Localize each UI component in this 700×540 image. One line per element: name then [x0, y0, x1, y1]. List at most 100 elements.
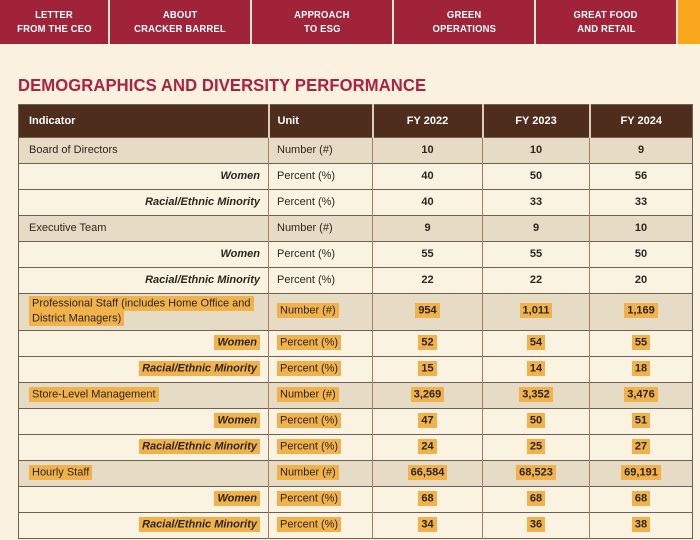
fy-value-cell-fy-2022-text: 24 [418, 438, 437, 454]
column-header-fy-2024: FY 2024 [588, 104, 693, 138]
fy-value-cell-fy-2022: 24 [372, 433, 483, 461]
fy-value-cell-fy-2024: 18 [589, 355, 693, 383]
indicator-cell-text: Racial/Ethnic Minority [139, 438, 260, 454]
fy-value-cell-fy-2023: 50 [482, 407, 590, 435]
fy-value-cell-fy-2024-text: 51 [631, 412, 651, 428]
fy-value-cell-fy-2022: 10 [372, 137, 483, 164]
indicator-cell-text: Racial/Ethnic Minority [145, 195, 260, 208]
fy-value-cell-fy-2023: 55 [482, 241, 590, 268]
fy-value-cell-fy-2024: 51 [589, 407, 693, 435]
nav-tab-letter-from-the-ceo[interactable]: LETTER FROM THE CEO [0, 0, 108, 44]
fy-value-cell-fy-2022: 68 [372, 485, 483, 513]
nav-bar: LETTER FROM THE CEO ABOUT CRACKER BARREL APP… [0, 0, 700, 44]
fy-value-cell-fy-2022-text: 40 [421, 169, 434, 182]
unit-cell-text: Number (#) [277, 143, 333, 156]
fy-value-cell-fy-2023-text: 22 [529, 273, 543, 286]
nav-tab-green-operations[interactable]: GREEN OPERATIONS [394, 0, 534, 44]
fy-value-cell-fy-2023-text: 33 [529, 195, 543, 208]
unit-cell: Percent (%) [268, 511, 373, 539]
fy-value-cell-fy-2022-text: 47 [418, 412, 437, 428]
nav-tab-approach-to-esg[interactable]: APPROACH TO ESG [252, 0, 392, 44]
fy-value-cell-fy-2023: 25 [482, 433, 590, 461]
fy-value-cell-fy-2022-text: 22 [421, 273, 434, 286]
indicator-cell-text: Racial/Ethnic Minority [145, 273, 260, 286]
fy-value-cell-fy-2022: 954 [372, 293, 483, 331]
table-body: Board of Directors Number (#) 10 10 9 Women Pe… [18, 137, 693, 539]
indicator-cell: Hourly Staff [18, 459, 269, 487]
indicator-cell-text: Women [214, 412, 260, 428]
unit-cell: Percent (%) [268, 433, 373, 461]
unit-cell: Number (#) [268, 137, 373, 164]
nav-tab-label: ABOUT [162, 8, 198, 21]
fy-value-cell-fy-2024: 1,169 [589, 293, 693, 331]
unit-cell: Percent (%) [268, 267, 373, 294]
nav-tab-next-section-accent[interactable] [678, 0, 700, 44]
table-row: Executive Team Number (#) 9 9 10 [18, 215, 693, 242]
fy-value-cell-fy-2022-text: 40 [421, 195, 434, 208]
indicator-cell: Store-Level Management [18, 381, 269, 409]
unit-cell: Percent (%) [268, 329, 373, 357]
fy-value-cell-fy-2024-text: 69,191 [621, 464, 661, 480]
table-row: Board of Directors Number (#) 10 10 9 [18, 137, 693, 164]
fy-value-cell-fy-2024: 33 [589, 189, 693, 216]
table-row: Women Percent (%) 47 50 51 [18, 407, 693, 435]
fy-value-cell-fy-2022: 9 [372, 215, 483, 242]
unit-cell: Percent (%) [268, 163, 373, 190]
fy-value-cell-fy-2022: 3,269 [372, 381, 483, 409]
unit-cell: Percent (%) [268, 189, 373, 216]
fy-value-cell-fy-2022: 55 [372, 241, 483, 268]
fy-value-cell-fy-2024-text: 1,169 [624, 303, 658, 319]
indicator-cell-text: Hourly Staff [29, 464, 93, 480]
unit-cell-text: Percent (%) [277, 516, 342, 532]
nav-tab-label: CRACKER BARREL [134, 23, 226, 35]
unit-cell-text: Percent (%) [277, 195, 336, 208]
fy-value-cell-fy-2024: 38 [589, 511, 693, 539]
unit-cell-text: Percent (%) [277, 360, 342, 376]
fy-value-cell-fy-2022-text: 9 [424, 221, 431, 234]
fy-value-cell-fy-2023-text: 68,523 [516, 464, 556, 480]
unit-cell-text: Number (#) [277, 221, 333, 234]
nav-tab-label: FROM THE CEO [16, 23, 92, 35]
column-header-fy-2023: FY 2023 [481, 104, 590, 138]
unit-cell-text: Number (#) [277, 464, 339, 480]
fy-value-cell-fy-2022: 15 [372, 355, 483, 383]
table-row: Racial/Ethnic Minority Percent (%) 15 14 18 [18, 355, 693, 383]
unit-cell-text: Percent (%) [277, 412, 342, 428]
unit-cell: Percent (%) [268, 407, 373, 435]
nav-tab-great-food-and-retail[interactable]: GREAT FOOD AND RETAIL [536, 0, 676, 44]
page-title: DEMOGRAPHICS AND DIVERSITY PERFORMANCE [18, 75, 427, 95]
table-header: Indicator Unit FY 2022 FY 2023 FY 2024 [18, 104, 693, 138]
table-row: Racial/Ethnic Minority Percent (%) 22 22 20 [18, 267, 693, 294]
fy-value-cell-fy-2022-text: 34 [418, 516, 437, 532]
fy-value-cell-fy-2024: 55 [589, 329, 693, 357]
unit-cell: Percent (%) [268, 485, 373, 513]
fy-value-cell-fy-2022: 22 [372, 267, 483, 294]
fy-value-cell-fy-2023-text: 25 [526, 438, 546, 454]
table-row: Women Percent (%) 68 68 68 [18, 485, 693, 513]
fy-value-cell-fy-2023: 54 [482, 329, 590, 357]
fy-value-cell-fy-2024: 69,191 [589, 459, 693, 487]
fy-value-cell-fy-2024-text: 56 [634, 169, 648, 182]
table-header-row: Indicator Unit FY 2022 FY 2023 FY 2024 [18, 104, 693, 138]
fy-value-cell-fy-2024-text: 50 [634, 247, 648, 260]
fy-value-cell-fy-2024: 50 [589, 241, 693, 268]
fy-value-cell-fy-2022: 47 [372, 407, 483, 435]
indicator-cell: Racial/Ethnic Minority [18, 267, 269, 294]
nav-tab-label: GREAT FOOD [573, 8, 639, 21]
fy-value-cell-fy-2023: 33 [482, 189, 590, 216]
unit-cell-text: Percent (%) [277, 273, 336, 286]
fy-value-cell-fy-2023-text: 10 [529, 143, 543, 156]
unit-cell-text: Number (#) [277, 303, 339, 319]
fy-value-cell-fy-2023: 14 [482, 355, 590, 383]
table-row: Hourly Staff Number (#) 66,584 68,523 69,191 [18, 459, 693, 487]
fy-value-cell-fy-2024-text: 3,476 [624, 386, 658, 402]
fy-value-cell-fy-2022-text: 15 [418, 360, 437, 376]
indicator-cell: Women [18, 485, 269, 513]
table-row: Store-Level Management Number (#) 3,269 3,3… [18, 381, 693, 409]
indicator-cell-text: Professional Staff (includes Home Office… [29, 295, 254, 327]
nav-tab-about-cracker-barrel[interactable]: ABOUT CRACKER BARREL [110, 0, 250, 44]
table-row: Women Percent (%) 55 55 50 [18, 241, 693, 268]
indicator-cell-text: Women [214, 490, 260, 506]
unit-cell: Percent (%) [268, 355, 373, 383]
fy-value-cell-fy-2022-text: 66,584 [407, 464, 448, 480]
